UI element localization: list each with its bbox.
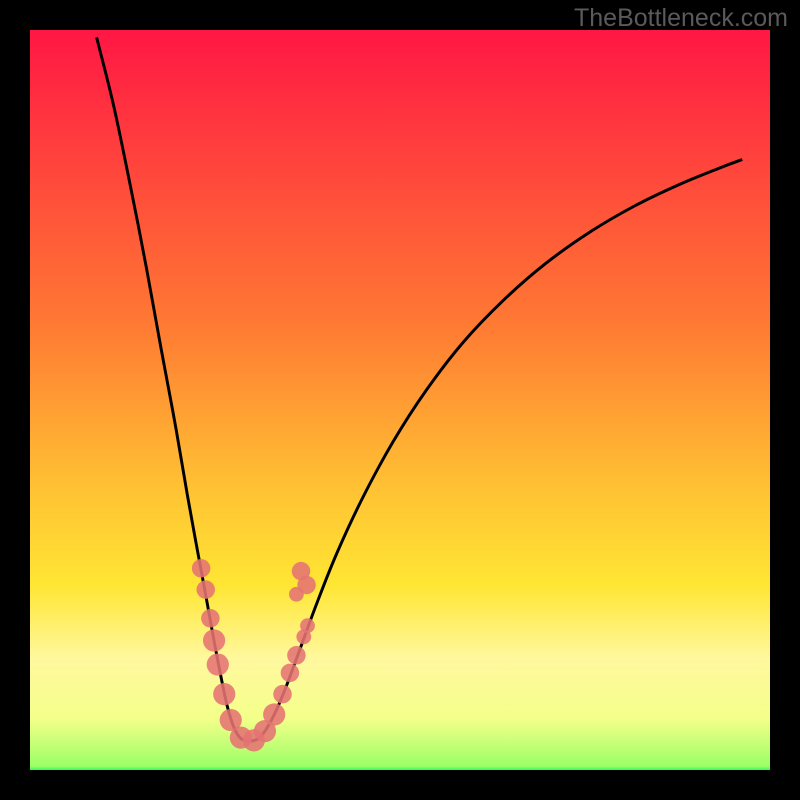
curve-right-branch [249,160,742,742]
data-marker [207,653,229,675]
data-marker [197,580,216,599]
marker-group [192,559,316,751]
plot-area [30,30,770,770]
data-marker [201,609,220,628]
data-marker [289,587,304,602]
data-marker [273,685,292,704]
chart-canvas: TheBottleneck.com [0,0,800,800]
watermark-text: TheBottleneck.com [574,4,788,33]
data-marker [213,683,235,705]
data-marker [263,703,285,725]
data-marker [300,618,315,633]
curve-left-branch [97,37,250,741]
data-marker [192,559,211,578]
data-marker [203,629,225,651]
data-marker [287,646,306,665]
data-marker [281,664,300,683]
curve-svg [30,30,770,770]
